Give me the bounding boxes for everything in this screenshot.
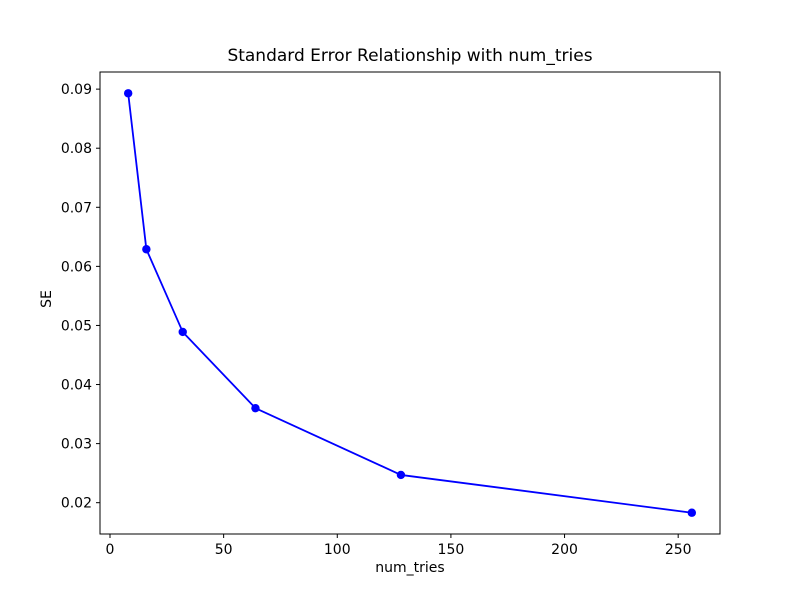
x-axis-label: num_tries bbox=[375, 560, 445, 576]
data-point bbox=[251, 403, 260, 413]
y-tick-label: 0.04 bbox=[61, 378, 92, 394]
x-tick-label: 200 bbox=[551, 542, 578, 558]
data-point bbox=[123, 89, 133, 98]
x-tick-label: 250 bbox=[665, 542, 692, 558]
x-tick-label: 100 bbox=[324, 542, 351, 558]
axes-frame bbox=[99, 71, 721, 535]
data-point bbox=[396, 470, 406, 480]
data-point bbox=[178, 327, 187, 337]
y-tick-label: 0.06 bbox=[61, 259, 92, 275]
y-tick-label: 0.03 bbox=[61, 437, 92, 453]
x-tick-label: 50 bbox=[215, 542, 233, 558]
y-tick-label: 0.05 bbox=[61, 318, 92, 334]
y-tick-label: 0.02 bbox=[61, 496, 92, 512]
data-point bbox=[687, 508, 697, 517]
y-tick-label: 0.08 bbox=[61, 141, 92, 157]
chart-title: Standard Error Relationship with num_tri… bbox=[227, 46, 593, 66]
se-line bbox=[127, 92, 693, 514]
x-tick-label: 0 bbox=[106, 542, 115, 558]
y-tick-label: 0.07 bbox=[61, 200, 92, 216]
x-tick-label: 150 bbox=[438, 542, 465, 558]
data-point bbox=[142, 245, 151, 254]
y-tick-label: 0.09 bbox=[61, 82, 92, 98]
